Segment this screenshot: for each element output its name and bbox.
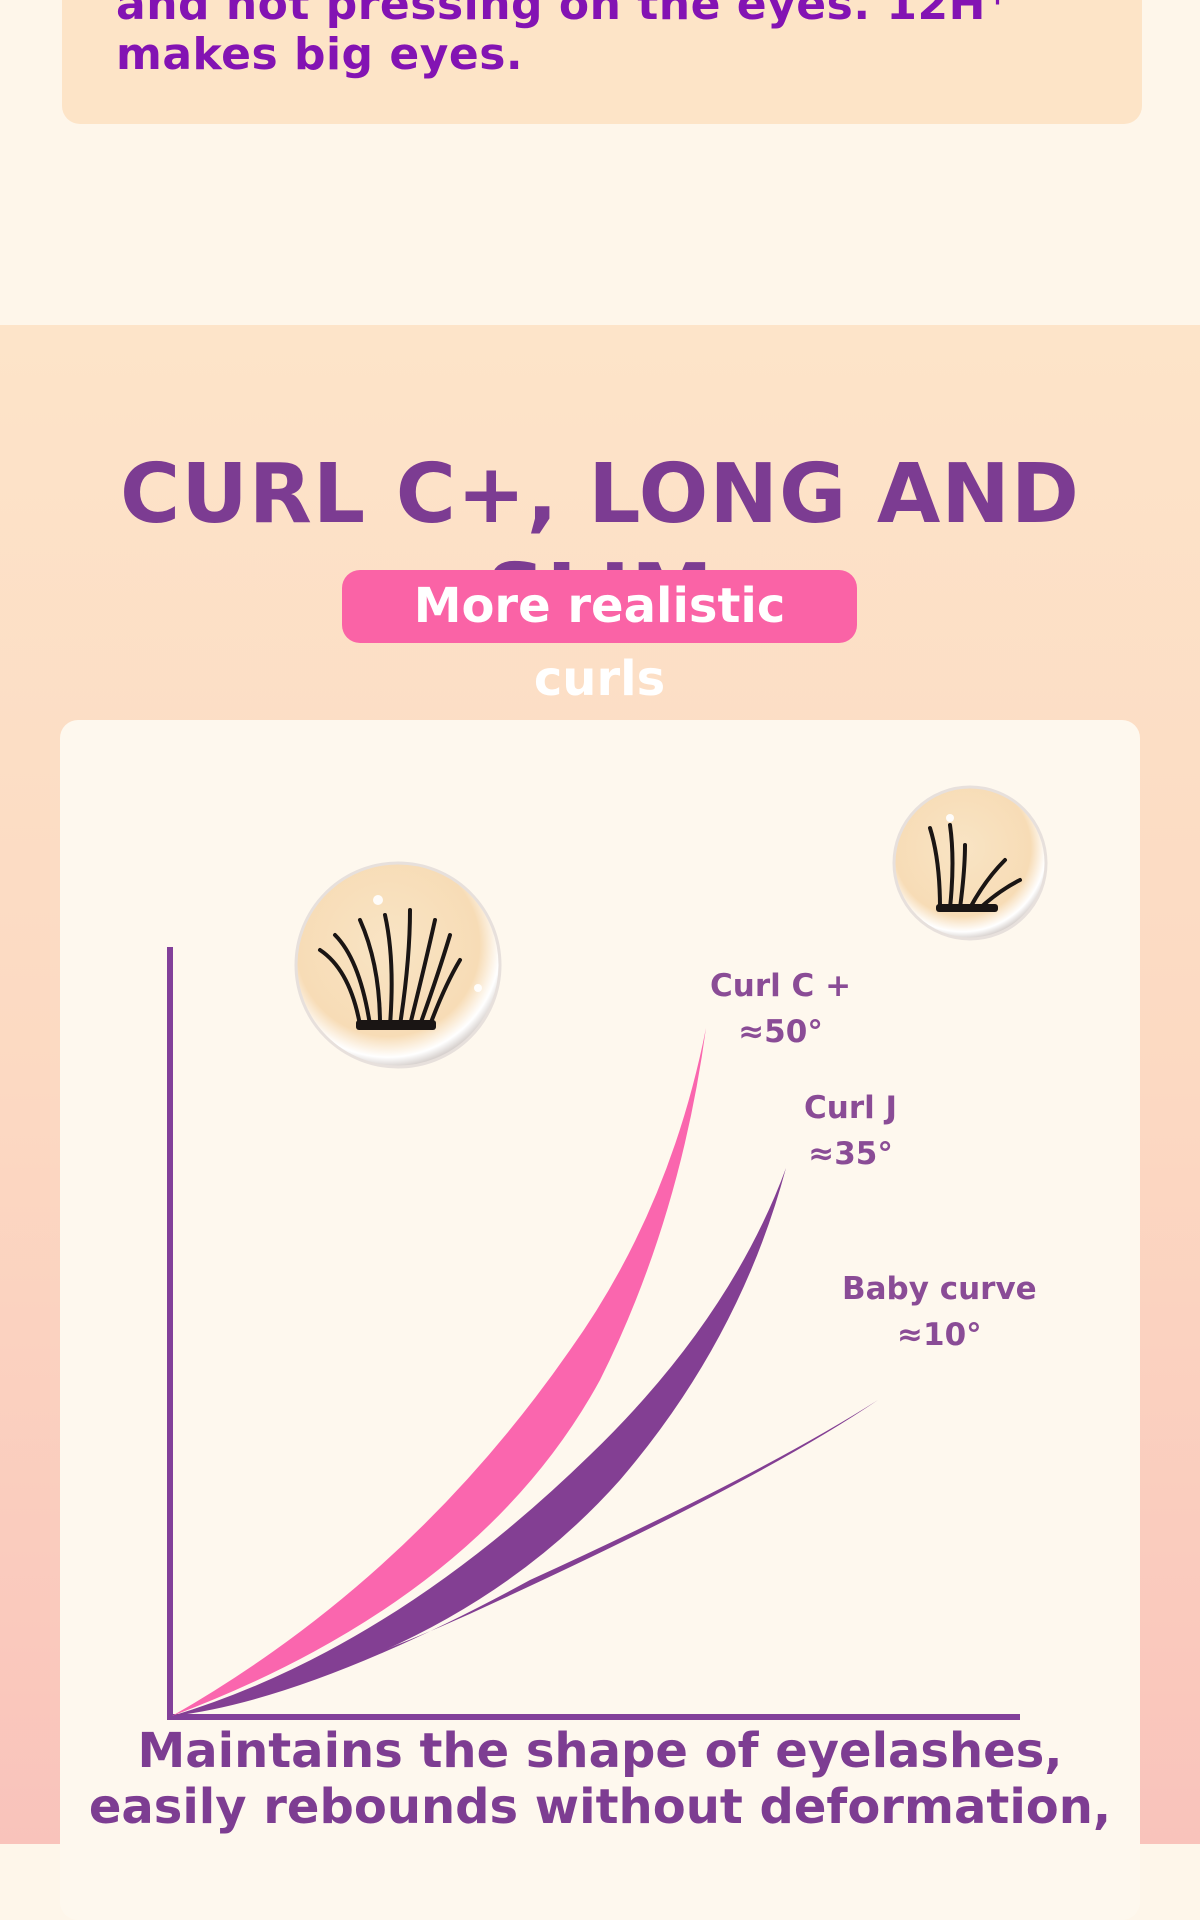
info-card-text: and not pressing on the eyes. 12H⁺ makes… (116, 0, 1010, 80)
description-text: Maintains the shape of eyelashes, easily… (88, 1723, 1112, 1835)
subtitle-pill: More realistic curls (342, 570, 857, 707)
info-card (62, 0, 1142, 124)
label-baby-curve: Baby curve ≈10° (842, 1266, 1037, 1358)
curl-chart (167, 785, 1048, 1720)
curve-curl-c-plus (172, 1028, 706, 1716)
curl-chart-card: Curl C + ≈50° Curl J ≈35° Baby curve ≈10… (60, 720, 1140, 1920)
top-section: and not pressing on the eyes. 12H⁺ makes… (0, 0, 1200, 325)
lash-bubble-small-icon (892, 785, 1048, 941)
label-curl-j: Curl J ≈35° (804, 1085, 897, 1177)
label-curl-c-plus: Curl C + ≈50° (710, 963, 851, 1055)
label-curl-j-value: ≈35° (808, 1136, 893, 1172)
curve-curl-j (172, 1168, 786, 1716)
curl-section: CURL C+, LONG AND SLIM More realistic cu… (0, 325, 1200, 1920)
label-curl-c-plus-value: ≈50° (738, 1014, 823, 1050)
label-curl-c-plus-name: Curl C + (710, 968, 852, 1004)
label-baby-curve-value: ≈10° (897, 1317, 982, 1353)
label-baby-curve-name: Baby curve (842, 1271, 1037, 1307)
lash-bubble-large-icon (294, 861, 502, 1069)
section-headline: CURL C+, LONG AND SLIM (120, 447, 1080, 642)
label-curl-j-name: Curl J (804, 1090, 898, 1126)
